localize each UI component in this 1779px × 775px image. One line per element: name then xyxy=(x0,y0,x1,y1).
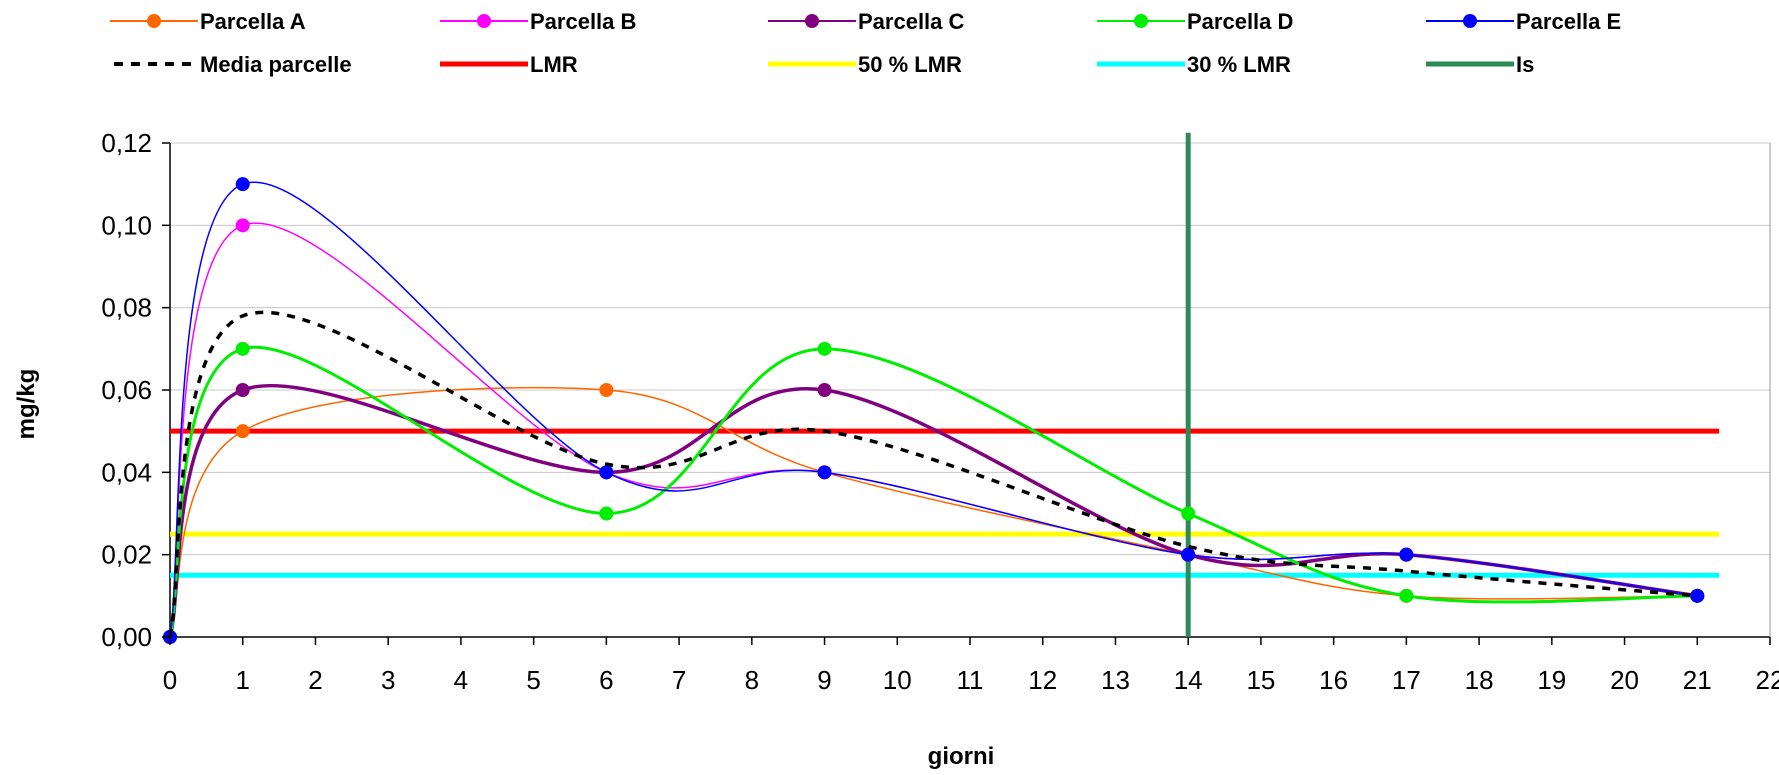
x-tick-label: 12 xyxy=(1028,665,1057,695)
x-tick-label: 10 xyxy=(883,665,912,695)
data-point xyxy=(235,383,250,397)
data-point xyxy=(1181,506,1196,521)
x-tick-label: 14 xyxy=(1174,665,1203,695)
legend-item-30-lmr: 30 % LMR xyxy=(1097,52,1291,77)
data-point xyxy=(817,341,832,356)
y-tick-label: 0,00 xyxy=(101,622,152,652)
legend-label: LMR xyxy=(530,52,578,77)
x-tick-label: 21 xyxy=(1683,665,1712,695)
x-tick-label: 0 xyxy=(163,665,177,695)
data-point xyxy=(599,506,614,521)
legend-item-media-parcelle: Media parcelle xyxy=(114,52,352,77)
legend-marker xyxy=(477,14,491,28)
gridlines xyxy=(170,142,1770,556)
legend-label: Media parcelle xyxy=(200,52,352,77)
y-axis-title: mg/kg xyxy=(13,369,40,440)
legend: Parcella A Parcella B Parcella C Parcella D… xyxy=(110,9,1621,77)
series-line-parcella-a xyxy=(169,386,1698,638)
data-point xyxy=(1181,547,1196,562)
x-tick-label: 17 xyxy=(1392,665,1421,695)
x-tick-label: 7 xyxy=(672,665,686,695)
legend-item-parcella-e: Parcella E xyxy=(1426,9,1621,34)
legend-label: Parcella D xyxy=(1187,9,1293,34)
x-tick-label: 3 xyxy=(381,665,395,695)
series-group xyxy=(163,177,1705,644)
legend-label: Parcella A xyxy=(200,9,306,34)
axes: 0,000,020,040,060,080,100,120 1 2 3 4 5 6 7 8 9 10… xyxy=(101,128,1779,695)
legend-item-parcella-c: Parcella C xyxy=(768,9,965,34)
y-tick-label: 0,02 xyxy=(101,540,152,570)
legend-item-parcella-d: Parcella D xyxy=(1097,9,1293,34)
legend-item-50-lmr: 50 % LMR xyxy=(768,52,962,77)
data-point xyxy=(1399,547,1414,562)
legend-item-parcella-b: Parcella B xyxy=(440,9,636,34)
data-point xyxy=(1399,588,1414,603)
y-tick-label: 0,08 xyxy=(101,293,152,323)
legend-label: Parcella B xyxy=(530,9,636,34)
data-point xyxy=(1690,588,1705,603)
x-tick-label: 2 xyxy=(308,665,322,695)
data-point xyxy=(599,465,614,480)
legend-marker xyxy=(1463,14,1477,28)
x-tick-label: 11 xyxy=(957,665,984,695)
data-point xyxy=(235,341,250,356)
data-point xyxy=(235,218,250,233)
x-tick-label: 15 xyxy=(1246,665,1275,695)
data-point xyxy=(235,177,250,192)
data-point xyxy=(817,383,832,397)
x-tick-label: 13 xyxy=(1101,665,1130,695)
x-tick-label: 20 xyxy=(1610,665,1639,695)
x-tick-label: 18 xyxy=(1465,665,1494,695)
series-line-parcella-d xyxy=(168,345,1698,638)
legend-item-is: Is xyxy=(1426,52,1534,77)
legend-label: Parcella E xyxy=(1516,9,1621,34)
x-tick-label: 1 xyxy=(235,665,249,695)
x-tick-label: 4 xyxy=(454,665,468,695)
legend-label: 50 % LMR xyxy=(858,52,962,77)
legend-label: Parcella C xyxy=(858,9,965,34)
x-tick-label: 22 xyxy=(1756,665,1779,695)
data-point xyxy=(599,383,614,397)
series-parcella-a xyxy=(163,383,1705,644)
series-line-parcella-e xyxy=(169,181,1698,638)
legend-marker xyxy=(805,14,819,28)
x-tick-label: 19 xyxy=(1537,665,1566,695)
x-tick-label: 8 xyxy=(745,665,759,695)
legend-item-parcella-a: Parcella A xyxy=(110,9,306,34)
x-tick-label: 5 xyxy=(526,665,540,695)
x-tick-label: 9 xyxy=(817,665,831,695)
y-tick-label: 0,06 xyxy=(101,375,152,405)
legend-marker xyxy=(147,14,161,28)
x-axis-title: giorni xyxy=(928,743,995,770)
y-tick-label: 0,10 xyxy=(101,210,152,240)
legend-marker xyxy=(1134,14,1148,28)
data-point xyxy=(817,465,832,480)
series-line-parcella-c xyxy=(168,383,1698,638)
legend-item-lmr: LMR xyxy=(440,52,578,77)
x-tick-label: 16 xyxy=(1319,665,1348,695)
series-media-parcelle xyxy=(168,310,1698,638)
series-parcella-c xyxy=(163,383,1705,644)
legend-label: 30 % LMR xyxy=(1187,52,1291,77)
x-tick-label: 6 xyxy=(599,665,613,695)
series-line-media-parcelle xyxy=(168,310,1698,638)
y-tick-label: 0,04 xyxy=(101,457,152,487)
legend-label: Is xyxy=(1516,52,1534,77)
y-tick-label: 0,12 xyxy=(101,128,152,158)
data-point xyxy=(235,424,250,439)
